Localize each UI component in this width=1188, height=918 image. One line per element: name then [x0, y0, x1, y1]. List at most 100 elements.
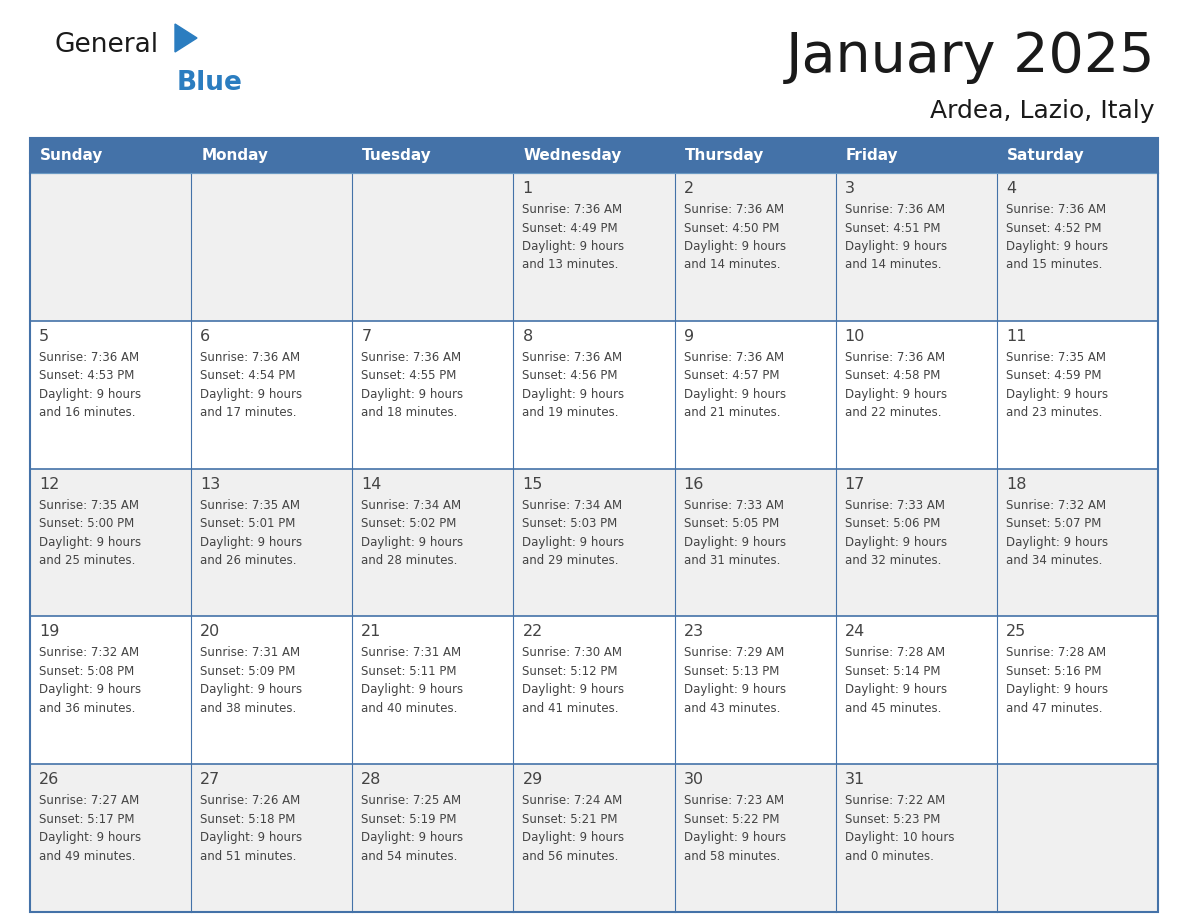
Bar [30, 138, 191, 173]
Bar [353, 320, 513, 468]
Text: and 40 minutes.: and 40 minutes. [361, 702, 457, 715]
Text: Daylight: 9 hours: Daylight: 9 hours [523, 683, 625, 697]
Text: Daylight: 9 hours: Daylight: 9 hours [1006, 535, 1108, 549]
Text: Sunset: 5:16 PM: Sunset: 5:16 PM [1006, 665, 1101, 677]
Text: Daylight: 9 hours: Daylight: 9 hours [39, 683, 141, 697]
Text: and 51 minutes.: and 51 minutes. [200, 850, 297, 863]
Text: 28: 28 [361, 772, 381, 788]
Text: and 19 minutes.: and 19 minutes. [523, 407, 619, 420]
Text: Sunrise: 7:33 AM: Sunrise: 7:33 AM [683, 498, 784, 511]
Text: Sunset: 5:06 PM: Sunset: 5:06 PM [845, 517, 940, 530]
Bar [675, 616, 835, 764]
Text: Daylight: 9 hours: Daylight: 9 hours [39, 387, 141, 401]
Text: Thursday: Thursday [684, 148, 764, 163]
Bar [675, 173, 835, 320]
Text: Daylight: 9 hours: Daylight: 9 hours [1006, 387, 1108, 401]
Text: Daylight: 9 hours: Daylight: 9 hours [683, 683, 785, 697]
Text: Friday: Friday [846, 148, 898, 163]
Bar [997, 468, 1158, 616]
Text: Daylight: 9 hours: Daylight: 9 hours [1006, 240, 1108, 253]
Text: 13: 13 [200, 476, 221, 492]
Text: Sunset: 5:23 PM: Sunset: 5:23 PM [845, 812, 940, 825]
Bar [353, 138, 513, 173]
Text: and 31 minutes.: and 31 minutes. [683, 554, 781, 567]
Text: Sunset: 4:55 PM: Sunset: 4:55 PM [361, 369, 456, 382]
Text: Sunrise: 7:36 AM: Sunrise: 7:36 AM [523, 203, 623, 216]
Text: 17: 17 [845, 476, 865, 492]
Text: Sunset: 5:11 PM: Sunset: 5:11 PM [361, 665, 456, 677]
Text: and 23 minutes.: and 23 minutes. [1006, 407, 1102, 420]
Text: Sunset: 5:02 PM: Sunset: 5:02 PM [361, 517, 456, 530]
Text: Daylight: 9 hours: Daylight: 9 hours [1006, 683, 1108, 697]
Text: Sunrise: 7:30 AM: Sunrise: 7:30 AM [523, 646, 623, 659]
Text: General: General [55, 32, 159, 58]
Text: Sunrise: 7:31 AM: Sunrise: 7:31 AM [200, 646, 301, 659]
Bar [675, 764, 835, 912]
Bar [835, 764, 997, 912]
Text: and 54 minutes.: and 54 minutes. [361, 850, 457, 863]
Text: Sunrise: 7:29 AM: Sunrise: 7:29 AM [683, 646, 784, 659]
Text: 10: 10 [845, 329, 865, 344]
Text: Sunset: 5:12 PM: Sunset: 5:12 PM [523, 665, 618, 677]
Text: Tuesday: Tuesday [362, 148, 432, 163]
Bar [835, 320, 997, 468]
Text: Sunset: 5:21 PM: Sunset: 5:21 PM [523, 812, 618, 825]
Text: Sunrise: 7:36 AM: Sunrise: 7:36 AM [845, 203, 944, 216]
Text: Sunrise: 7:35 AM: Sunrise: 7:35 AM [200, 498, 301, 511]
Text: Sunset: 5:07 PM: Sunset: 5:07 PM [1006, 517, 1101, 530]
Text: and 36 minutes.: and 36 minutes. [39, 702, 135, 715]
Bar [513, 173, 675, 320]
Bar [353, 764, 513, 912]
Polygon shape [175, 24, 197, 52]
Text: Daylight: 9 hours: Daylight: 9 hours [361, 387, 463, 401]
Text: 21: 21 [361, 624, 381, 640]
Text: Sunset: 4:56 PM: Sunset: 4:56 PM [523, 369, 618, 382]
Text: Sunrise: 7:36 AM: Sunrise: 7:36 AM [683, 203, 784, 216]
Text: Sunrise: 7:36 AM: Sunrise: 7:36 AM [39, 351, 139, 364]
Text: Sunrise: 7:32 AM: Sunrise: 7:32 AM [39, 646, 139, 659]
Text: and 0 minutes.: and 0 minutes. [845, 850, 934, 863]
Text: and 15 minutes.: and 15 minutes. [1006, 259, 1102, 272]
Bar [997, 320, 1158, 468]
Text: 25: 25 [1006, 624, 1026, 640]
Text: Sunset: 4:52 PM: Sunset: 4:52 PM [1006, 221, 1101, 234]
Bar [191, 468, 353, 616]
Text: and 47 minutes.: and 47 minutes. [1006, 702, 1102, 715]
Text: Sunset: 5:19 PM: Sunset: 5:19 PM [361, 812, 456, 825]
Bar [191, 764, 353, 912]
Text: Sunrise: 7:32 AM: Sunrise: 7:32 AM [1006, 498, 1106, 511]
Text: Blue: Blue [177, 70, 242, 96]
Bar [30, 138, 1158, 912]
Text: Sunrise: 7:22 AM: Sunrise: 7:22 AM [845, 794, 944, 807]
Bar [835, 468, 997, 616]
Text: and 13 minutes.: and 13 minutes. [523, 259, 619, 272]
Text: Daylight: 9 hours: Daylight: 9 hours [845, 240, 947, 253]
Text: Sunset: 4:54 PM: Sunset: 4:54 PM [200, 369, 296, 382]
Bar [30, 173, 191, 320]
Bar [353, 468, 513, 616]
Text: Sunrise: 7:35 AM: Sunrise: 7:35 AM [1006, 351, 1106, 364]
Text: 14: 14 [361, 476, 381, 492]
Bar [191, 138, 353, 173]
Text: and 58 minutes.: and 58 minutes. [683, 850, 779, 863]
Text: Daylight: 9 hours: Daylight: 9 hours [683, 387, 785, 401]
Text: and 43 minutes.: and 43 minutes. [683, 702, 781, 715]
Text: January 2025: January 2025 [785, 30, 1155, 84]
Text: Daylight: 9 hours: Daylight: 9 hours [683, 240, 785, 253]
Bar [513, 468, 675, 616]
Text: Sunrise: 7:23 AM: Sunrise: 7:23 AM [683, 794, 784, 807]
Bar [30, 616, 191, 764]
Text: Monday: Monday [201, 148, 268, 163]
Text: Daylight: 9 hours: Daylight: 9 hours [361, 831, 463, 845]
Text: Daylight: 9 hours: Daylight: 9 hours [683, 831, 785, 845]
Text: 5: 5 [39, 329, 49, 344]
Text: Sunset: 4:58 PM: Sunset: 4:58 PM [845, 369, 940, 382]
Text: Daylight: 9 hours: Daylight: 9 hours [200, 535, 302, 549]
Text: 1: 1 [523, 181, 532, 196]
Text: Sunrise: 7:34 AM: Sunrise: 7:34 AM [523, 498, 623, 511]
Text: Sunset: 5:05 PM: Sunset: 5:05 PM [683, 517, 779, 530]
Text: 11: 11 [1006, 329, 1026, 344]
Text: Sunset: 4:51 PM: Sunset: 4:51 PM [845, 221, 940, 234]
Text: Daylight: 9 hours: Daylight: 9 hours [200, 831, 302, 845]
Text: and 21 minutes.: and 21 minutes. [683, 407, 781, 420]
